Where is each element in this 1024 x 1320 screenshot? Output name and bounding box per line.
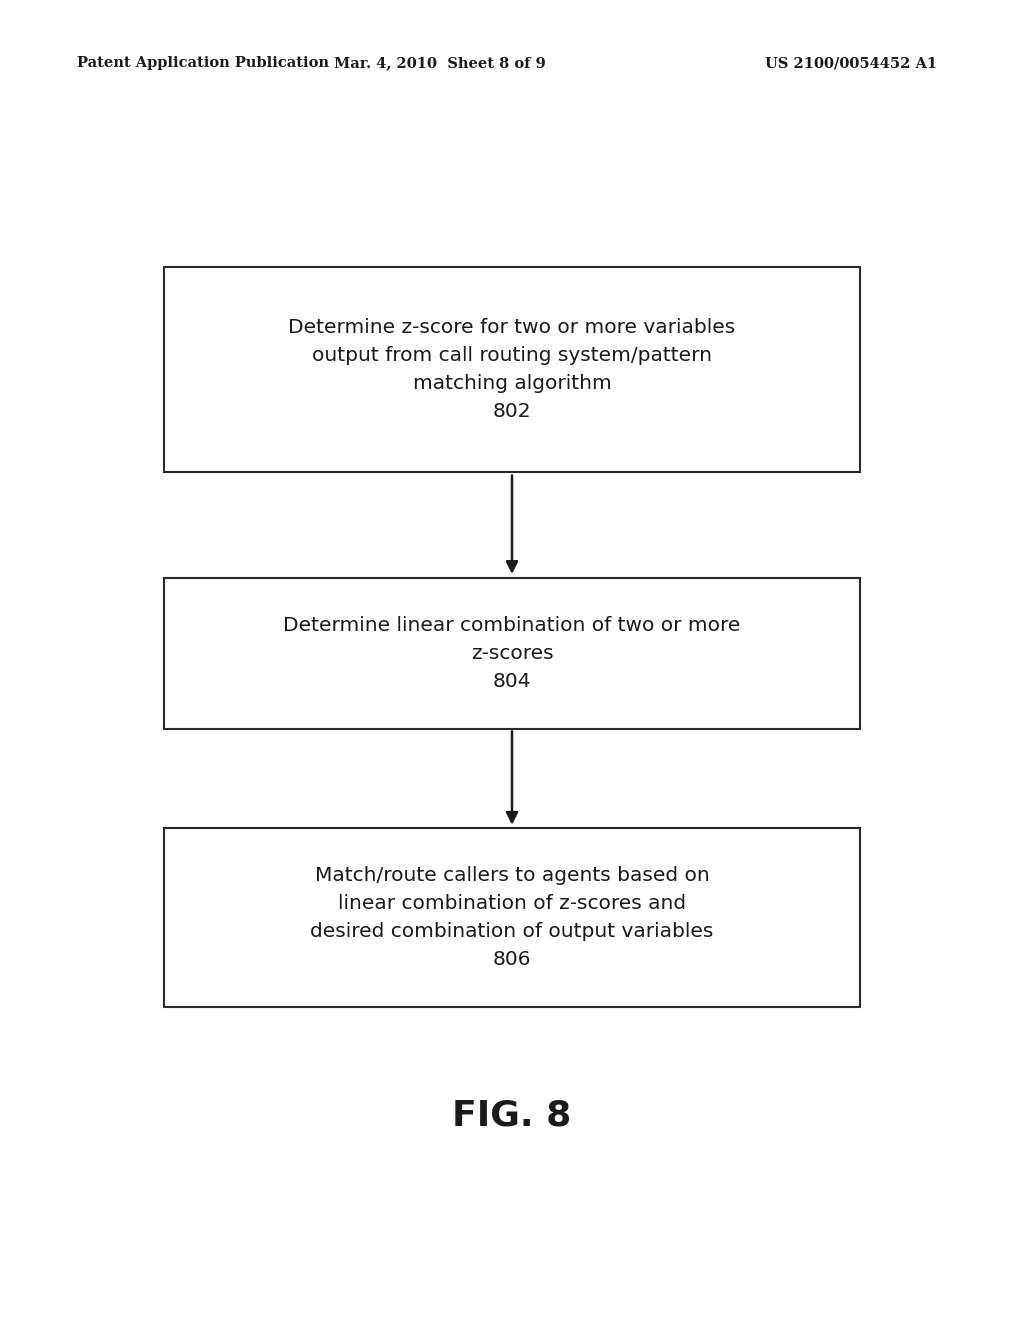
Bar — [164, 829, 860, 1006]
Text: Determine linear combination of two or more
z-scores
804: Determine linear combination of two or m… — [284, 616, 740, 690]
Bar — [164, 268, 860, 473]
Text: Determine z-score for two or more variables
output from call routing system/patt: Determine z-score for two or more variab… — [289, 318, 735, 421]
Text: Patent Application Publication: Patent Application Publication — [77, 57, 329, 70]
Bar — [164, 578, 860, 729]
Text: Match/route callers to agents based on
linear combination of z-scores and
desire: Match/route callers to agents based on l… — [310, 866, 714, 969]
Text: US 2100/0054452 A1: US 2100/0054452 A1 — [765, 57, 937, 70]
Text: FIG. 8: FIG. 8 — [453, 1098, 571, 1133]
Text: Mar. 4, 2010  Sheet 8 of 9: Mar. 4, 2010 Sheet 8 of 9 — [335, 57, 546, 70]
